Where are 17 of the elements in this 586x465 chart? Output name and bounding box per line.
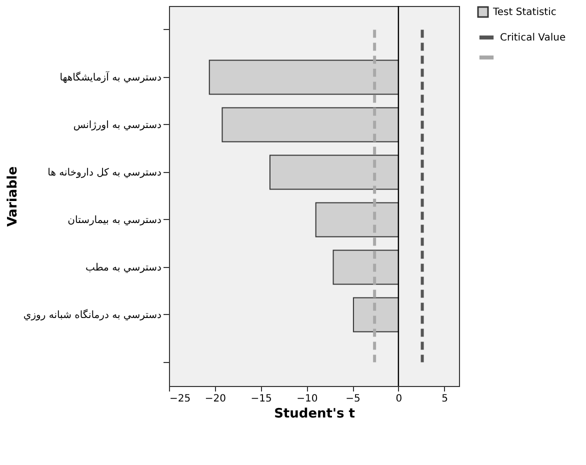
- y-axis-title: Variable: [5, 166, 20, 227]
- y-tick-label: دسترسي به اورژانس: [73, 120, 162, 131]
- x-tick-label: −5: [346, 394, 360, 404]
- y-tick-label: دسترسي به بیمارستان: [68, 214, 162, 226]
- x-axis-title: Student's t: [274, 406, 355, 422]
- y-tick-label: دسترسي به درمانگاه شبانه روزي: [23, 308, 162, 321]
- legend-label: Critical Value: [500, 32, 566, 44]
- y-tick-label: دسترسي به مطب: [86, 262, 162, 274]
- y-tick-label: دسترسي به کل داروخانه ها: [48, 167, 162, 178]
- x-tick-label: −20: [204, 394, 226, 404]
- x-tick-label: −15: [250, 394, 272, 404]
- y-tick-label: دسترسي به آزمایشگاهها: [60, 70, 162, 84]
- x-tick-label: −10: [296, 394, 318, 404]
- legend-label: Test Statistic: [492, 7, 556, 18]
- x-tick-label: 5: [442, 394, 448, 404]
- x-tick-label: −25: [170, 394, 191, 404]
- x-tick-label: 0: [396, 394, 402, 404]
